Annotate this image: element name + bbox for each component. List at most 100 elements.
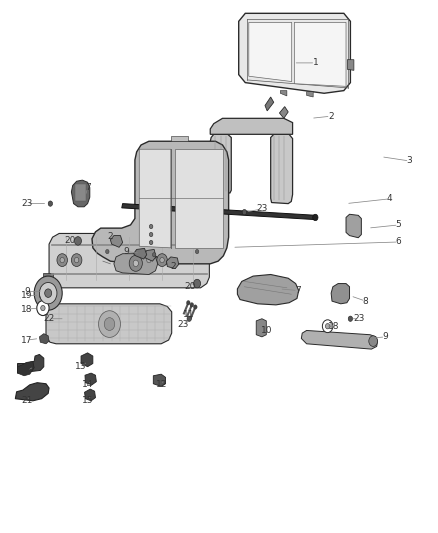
- Polygon shape: [43, 273, 53, 281]
- Text: 23: 23: [256, 205, 268, 213]
- Polygon shape: [307, 92, 313, 97]
- Text: 19: 19: [21, 292, 33, 300]
- Polygon shape: [294, 22, 346, 86]
- Circle shape: [71, 254, 82, 266]
- Polygon shape: [18, 354, 44, 373]
- Circle shape: [348, 316, 353, 321]
- Text: 21: 21: [21, 397, 33, 405]
- Polygon shape: [39, 334, 49, 344]
- Circle shape: [106, 249, 109, 254]
- Polygon shape: [210, 134, 231, 193]
- Polygon shape: [279, 107, 288, 118]
- Circle shape: [129, 255, 142, 271]
- Text: 7: 7: [85, 183, 91, 192]
- Text: 20: 20: [185, 282, 196, 291]
- Circle shape: [149, 232, 153, 237]
- Polygon shape: [49, 233, 209, 288]
- Polygon shape: [139, 149, 171, 248]
- Circle shape: [187, 301, 190, 305]
- Text: 3: 3: [406, 157, 413, 165]
- Text: 18: 18: [21, 305, 33, 313]
- Polygon shape: [271, 134, 293, 204]
- Circle shape: [195, 249, 199, 254]
- Text: 4: 4: [387, 195, 392, 203]
- Text: 13: 13: [75, 362, 87, 371]
- Text: 22: 22: [43, 314, 55, 323]
- Circle shape: [313, 214, 318, 221]
- Polygon shape: [134, 248, 147, 259]
- Circle shape: [152, 253, 156, 257]
- Circle shape: [41, 305, 45, 311]
- Circle shape: [322, 320, 333, 333]
- Text: 18: 18: [328, 322, 339, 330]
- Polygon shape: [15, 383, 49, 401]
- Text: 1: 1: [312, 59, 318, 67]
- Circle shape: [194, 305, 197, 309]
- Text: 23: 23: [353, 314, 365, 323]
- Circle shape: [144, 254, 154, 266]
- Text: 16: 16: [21, 366, 33, 375]
- Circle shape: [133, 260, 138, 266]
- Polygon shape: [46, 304, 172, 344]
- Text: 8: 8: [363, 297, 369, 305]
- Text: 11: 11: [183, 310, 194, 319]
- Polygon shape: [81, 353, 93, 367]
- Polygon shape: [256, 319, 266, 337]
- Polygon shape: [237, 274, 299, 305]
- Polygon shape: [92, 141, 229, 264]
- Text: 7: 7: [295, 286, 301, 295]
- Text: 15: 15: [82, 397, 93, 405]
- Circle shape: [157, 254, 167, 266]
- Circle shape: [147, 257, 151, 263]
- Polygon shape: [249, 22, 292, 82]
- Circle shape: [45, 289, 52, 297]
- Polygon shape: [280, 91, 287, 96]
- Text: 5: 5: [396, 221, 402, 229]
- Polygon shape: [166, 257, 179, 269]
- Text: 20: 20: [64, 237, 76, 245]
- Circle shape: [60, 257, 64, 263]
- Circle shape: [74, 257, 79, 263]
- Polygon shape: [75, 184, 86, 201]
- Circle shape: [99, 311, 120, 337]
- Polygon shape: [171, 136, 188, 141]
- Polygon shape: [175, 149, 223, 248]
- Polygon shape: [122, 204, 316, 220]
- Text: 2: 2: [108, 232, 113, 241]
- Text: 23: 23: [177, 320, 189, 328]
- Circle shape: [187, 316, 191, 321]
- Polygon shape: [110, 236, 123, 247]
- Text: 14: 14: [82, 381, 93, 389]
- Text: 9: 9: [382, 333, 389, 341]
- Circle shape: [149, 240, 153, 245]
- Polygon shape: [153, 374, 166, 386]
- Circle shape: [48, 201, 53, 206]
- Polygon shape: [265, 97, 274, 111]
- Text: 17: 17: [21, 336, 33, 344]
- Circle shape: [325, 324, 330, 329]
- Text: 2: 2: [328, 112, 333, 120]
- Circle shape: [104, 318, 115, 330]
- Polygon shape: [301, 330, 378, 349]
- Circle shape: [149, 224, 153, 229]
- Circle shape: [57, 254, 67, 266]
- Polygon shape: [114, 254, 158, 274]
- Circle shape: [369, 336, 378, 346]
- Circle shape: [74, 237, 81, 245]
- Circle shape: [37, 301, 49, 316]
- Text: 9: 9: [123, 247, 129, 256]
- Polygon shape: [239, 13, 350, 93]
- Text: 10: 10: [261, 326, 272, 335]
- Text: 9: 9: [24, 287, 30, 296]
- Polygon shape: [347, 60, 354, 70]
- Circle shape: [39, 282, 57, 304]
- Polygon shape: [71, 180, 90, 207]
- Circle shape: [160, 257, 164, 263]
- Circle shape: [39, 291, 46, 300]
- Polygon shape: [85, 373, 96, 385]
- Polygon shape: [210, 118, 293, 134]
- Circle shape: [190, 303, 194, 307]
- Text: 2: 2: [170, 262, 176, 271]
- Text: 23: 23: [21, 199, 33, 208]
- Text: 12: 12: [155, 381, 167, 389]
